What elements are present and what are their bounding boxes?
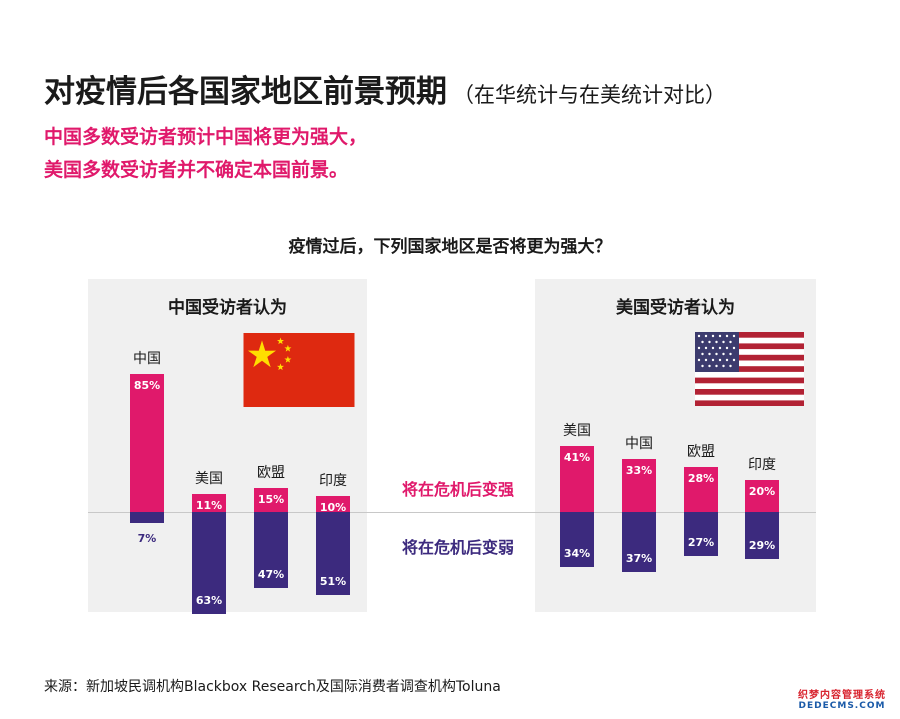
watermark-line-2: DEDECMS.COM xyxy=(798,701,886,711)
value-label-stronger: 10% xyxy=(319,500,347,514)
value-label-weaker: 63% xyxy=(195,594,223,608)
bar-weaker xyxy=(130,512,164,524)
value-label-weaker: 27% xyxy=(687,535,715,549)
value-label-stronger: 20% xyxy=(748,484,776,498)
category-label: 美国 xyxy=(195,471,223,488)
category-label: 中国 xyxy=(625,435,653,452)
title-main: 对疫情后各国家地区前景预期 xyxy=(44,74,447,110)
category-label: 欧盟 xyxy=(257,464,285,481)
title-note: （在华统计与在美统计对比） xyxy=(453,83,726,107)
bar-stronger xyxy=(130,374,164,512)
bar-stronger xyxy=(745,479,779,512)
bar-weaker xyxy=(254,512,288,589)
panel-title-china: 中国受访者认为 xyxy=(168,298,287,318)
category-label: 欧盟 xyxy=(687,443,715,460)
source-note: 来源：新加坡民调机构Blackbox Research及国际消费者调查机构Tol… xyxy=(44,679,501,695)
category-label: 印度 xyxy=(748,456,776,473)
watermark-line-1: 织梦内容管理系统 xyxy=(798,690,886,701)
category-label: 印度 xyxy=(319,472,347,489)
legend-weaker: 将在危机后变弱 xyxy=(401,538,514,557)
headline-line-1: 中国多数受访者预计中国将更为强大， xyxy=(44,126,368,148)
page-title: 对疫情后各国家地区前景预期 （在华统计与在美统计对比） xyxy=(44,66,726,111)
chart-title: 疫情过后，下列国家地区是否将更为强大？ xyxy=(288,237,612,257)
bar-weaker xyxy=(192,512,226,615)
category-label: 中国 xyxy=(133,351,161,368)
value-label-weaker: 47% xyxy=(257,568,285,582)
value-label-weaker: 29% xyxy=(748,538,776,552)
category-label: 美国 xyxy=(563,422,591,439)
china-flag-icon xyxy=(243,333,355,407)
bar-weaker xyxy=(622,512,656,572)
value-label-stronger: 15% xyxy=(257,492,285,506)
bar-stronger xyxy=(316,495,350,512)
bar-stronger xyxy=(192,494,226,512)
value-label-stronger: 33% xyxy=(625,463,653,477)
value-label-weaker: 34% xyxy=(563,547,591,561)
headline-line-2: 美国多数受访者并不确定本国前景。 xyxy=(44,159,349,181)
bar-weaker xyxy=(745,512,779,559)
value-label-stronger: 85% xyxy=(133,379,161,393)
bar-stronger xyxy=(684,466,718,512)
zero-baseline xyxy=(88,512,816,513)
value-label-stronger: 28% xyxy=(687,471,715,485)
value-label-stronger: 11% xyxy=(195,499,223,513)
bar-weaker xyxy=(560,512,594,568)
bar-stronger xyxy=(560,445,594,512)
us-flag-icon xyxy=(695,332,804,406)
panel-title-us: 美国受访者认为 xyxy=(616,298,735,318)
bar-stronger xyxy=(254,487,288,512)
legend-stronger: 将在危机后变强 xyxy=(401,480,514,499)
bar-weaker xyxy=(684,512,718,556)
value-label-weaker: 7% xyxy=(137,532,157,546)
value-label-weaker: 37% xyxy=(625,551,653,565)
watermark-logo: 织梦内容管理系统 DEDECMS.COM xyxy=(790,686,894,711)
value-label-stronger: 41% xyxy=(563,450,591,464)
bar-weaker xyxy=(316,512,350,595)
bar-stronger xyxy=(622,458,656,512)
value-label-weaker: 51% xyxy=(319,574,347,588)
